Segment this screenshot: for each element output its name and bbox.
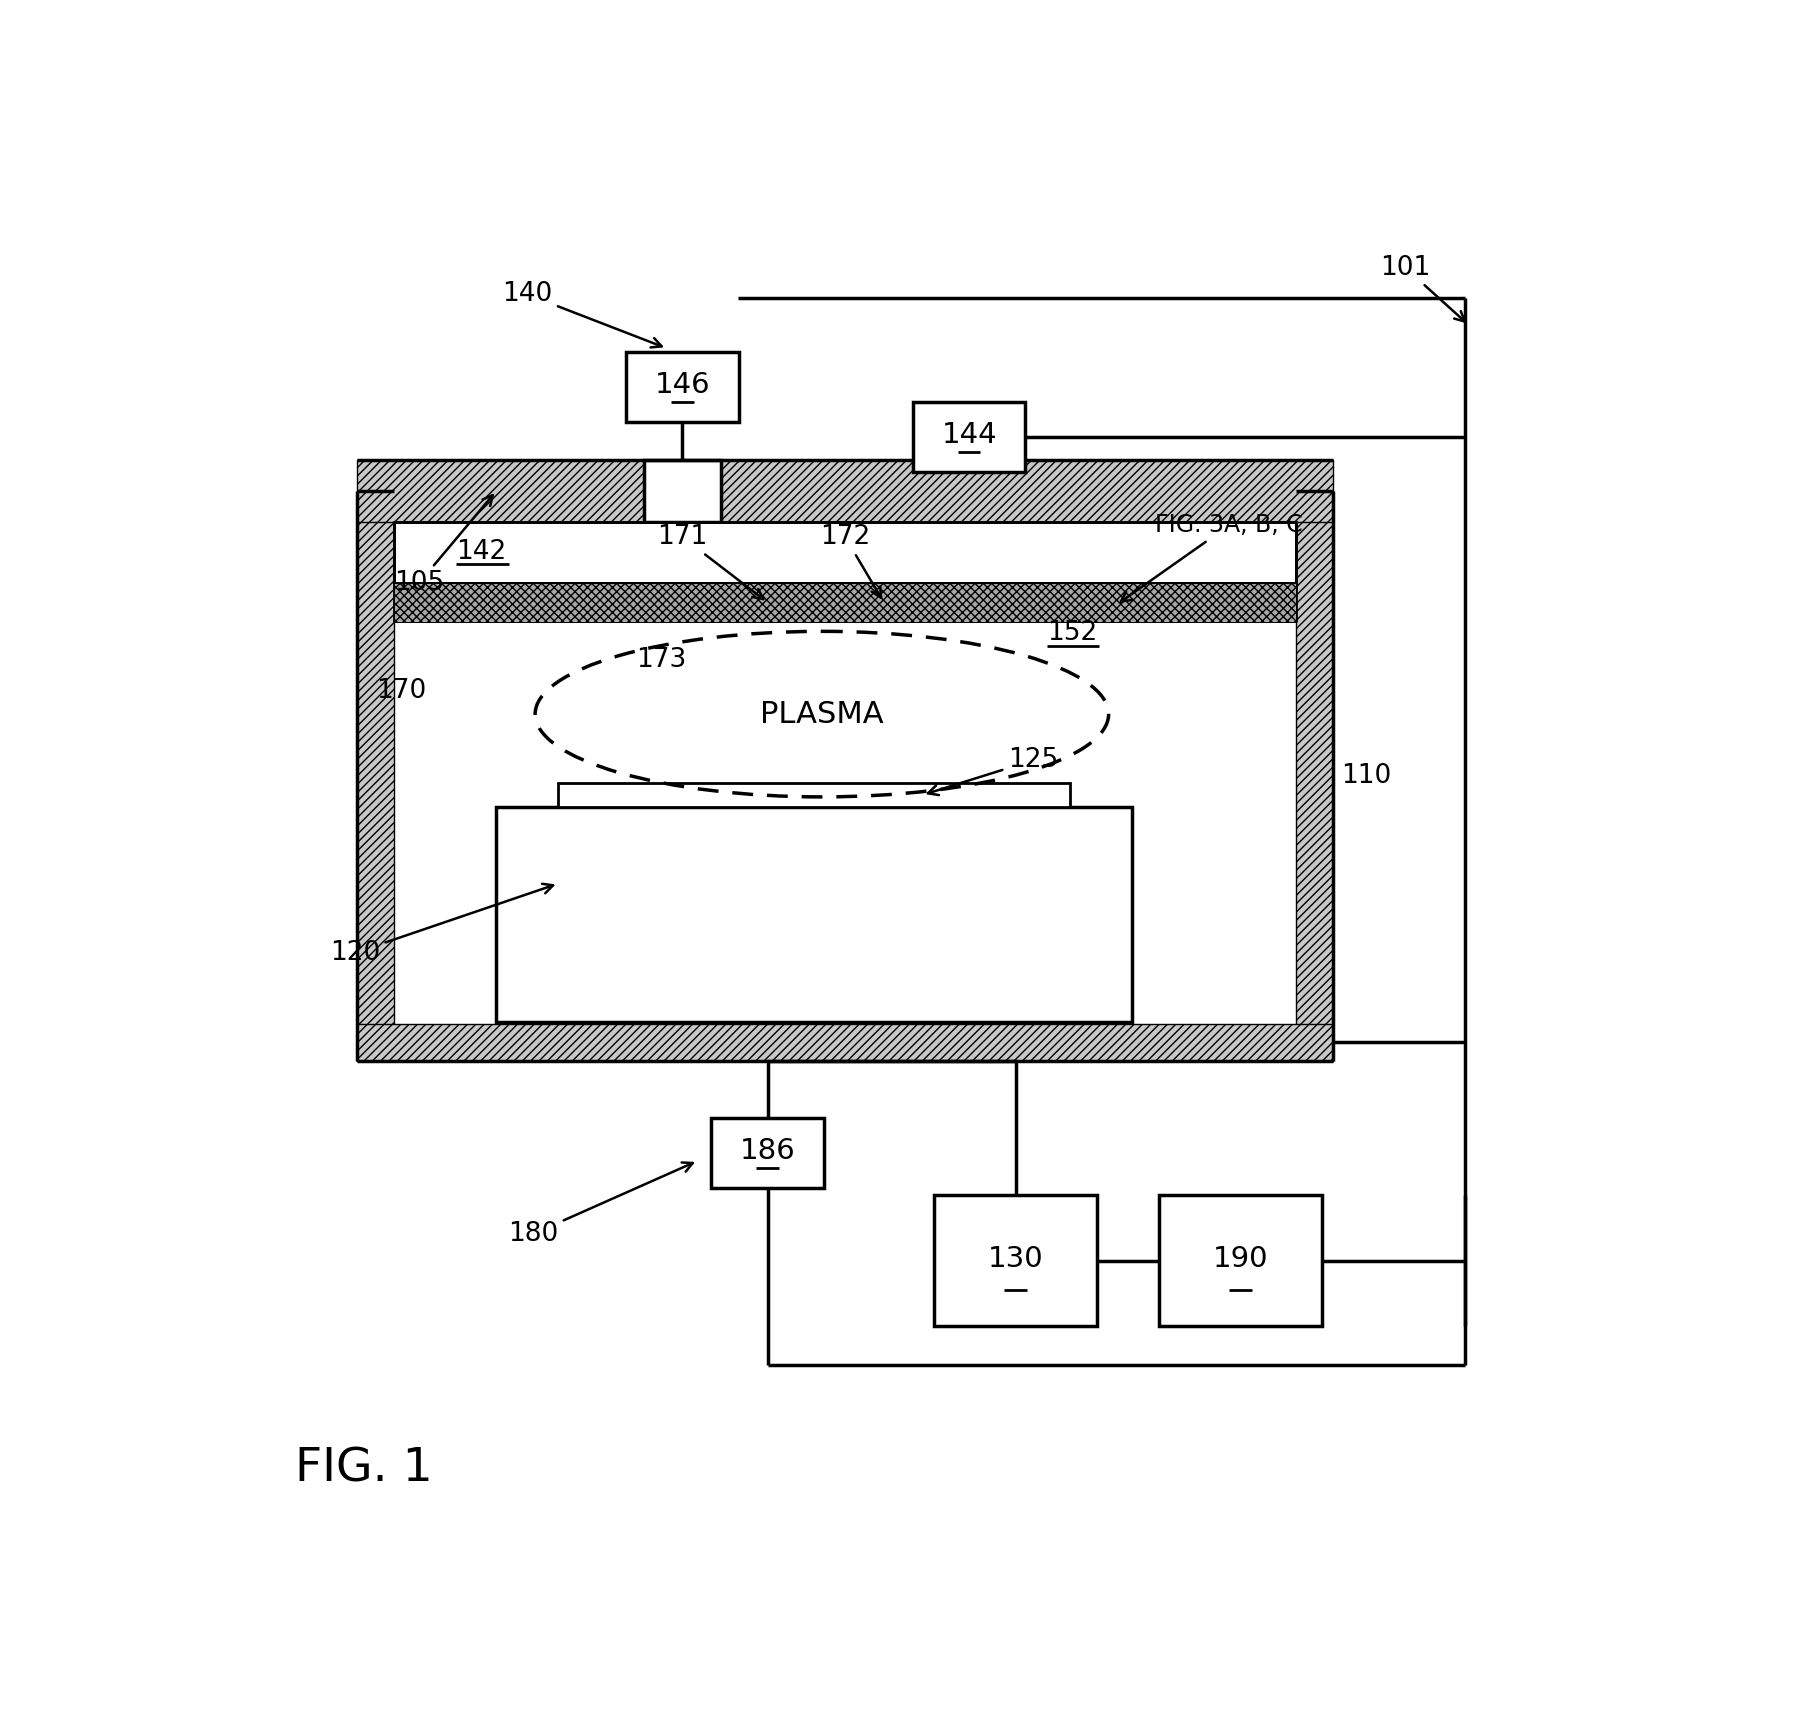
Text: 170: 170 <box>376 678 427 704</box>
Bar <box>394 621 1297 1024</box>
Text: 144: 144 <box>942 420 998 448</box>
Text: 142: 142 <box>456 539 506 565</box>
Bar <box>711 1119 823 1187</box>
Bar <box>357 491 394 1060</box>
Bar <box>394 522 1297 583</box>
Text: PLASMA: PLASMA <box>760 700 884 729</box>
Bar <box>357 1024 1333 1060</box>
Text: 186: 186 <box>740 1136 796 1165</box>
Bar <box>497 807 1131 1023</box>
Text: 101: 101 <box>1380 254 1464 321</box>
Text: 130: 130 <box>987 1244 1043 1273</box>
Text: 125: 125 <box>928 748 1059 795</box>
Text: 172: 172 <box>819 523 881 597</box>
Bar <box>935 1196 1097 1326</box>
Bar <box>643 460 720 522</box>
Bar <box>1160 1196 1322 1326</box>
Text: 180: 180 <box>508 1162 693 1248</box>
Text: 190: 190 <box>1212 1244 1268 1273</box>
Text: 146: 146 <box>654 371 710 398</box>
Text: 152: 152 <box>1046 619 1097 647</box>
Text: 140: 140 <box>502 281 661 347</box>
Bar <box>627 352 738 422</box>
Text: 105: 105 <box>394 496 493 595</box>
Text: 120: 120 <box>330 884 553 966</box>
Bar <box>913 402 1025 472</box>
Bar <box>357 460 1333 522</box>
Text: FIG. 3A, B, C: FIG. 3A, B, C <box>1120 513 1302 602</box>
Text: 110: 110 <box>1342 762 1392 789</box>
Bar <box>558 784 1070 807</box>
Text: 171: 171 <box>657 523 764 599</box>
Text: 173: 173 <box>636 647 686 673</box>
Bar <box>1297 491 1333 1060</box>
Text: FIG. 1: FIG. 1 <box>295 1447 432 1491</box>
Bar <box>394 583 1297 621</box>
